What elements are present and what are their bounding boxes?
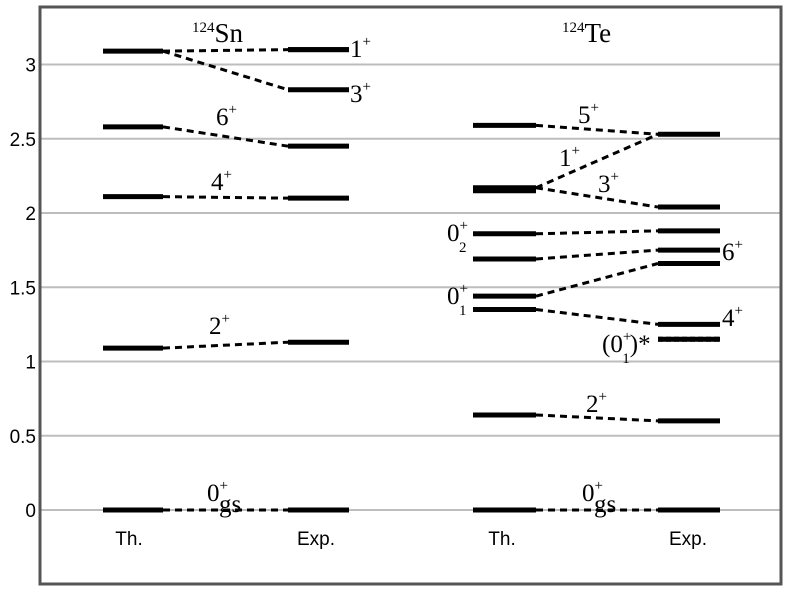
y-tick-label: 1 (25, 353, 36, 374)
transition-link (535, 413, 659, 423)
nucleus-titles: 124Sn 124Te (192, 18, 611, 48)
column-labels: Th. Exp. Th. Exp. (115, 529, 707, 550)
transition-link (535, 262, 659, 298)
level-label: 0+ 1 (447, 281, 468, 319)
level-label: 2+ (586, 389, 607, 418)
y-tick-label: 0 (25, 501, 36, 522)
level-label: 1+ (559, 143, 580, 172)
transition-link (162, 195, 289, 200)
level-label: 0+ 2 (447, 218, 468, 256)
column-label: Th. (488, 529, 515, 550)
transition-link (535, 308, 659, 326)
transition-link (535, 132, 659, 190)
transition-link (535, 123, 659, 136)
transition-link (162, 125, 289, 148)
transition-link (162, 49, 289, 92)
y-tick-label: 2 (25, 204, 36, 225)
level-label: 2+ (209, 311, 230, 340)
column-label: Exp. (669, 529, 707, 550)
level-label: 4+ (211, 167, 232, 196)
level-label: 3+ (350, 79, 371, 108)
level-label: (0+ 1)* (602, 329, 651, 367)
level-label: 6+ (722, 237, 743, 266)
column-label: Exp. (297, 529, 335, 550)
transition-link (535, 248, 659, 261)
plot-frame (38, 5, 783, 586)
transition-link (162, 48, 289, 53)
y-tick-label: 0.5 (10, 427, 36, 448)
grid-lines (41, 63, 780, 511)
energy-levels (103, 47, 720, 513)
y-tick-label: 2.5 (10, 130, 36, 151)
level-label: 6+ (216, 102, 237, 131)
transition-link (535, 186, 659, 209)
transition-link (162, 340, 289, 350)
y-tick-label: 3 (25, 56, 36, 77)
y-tick-label: 1.5 (10, 278, 36, 299)
y-axis-tick-labels: 0 0.5 1 1.5 2 2.5 3 (10, 56, 36, 523)
level-label: 0+ gs (207, 478, 241, 518)
transition-links (162, 48, 659, 512)
column-label: Th. (115, 529, 142, 550)
level-label: 5+ (578, 100, 599, 129)
level-labels: 0+ gs 2+ 4+ 6+ 3+ 1+ 0+ gs 2+ 4+ 0+ 1 6+ 0+ 2 3+ 1+ 5+ (0+ 1… (207, 34, 743, 518)
nucleus-title: 124Sn (192, 18, 244, 48)
transition-link (535, 229, 659, 236)
nucleus-title: 124Te (562, 18, 611, 48)
level-label: 4+ (722, 303, 743, 332)
level-label: 1+ (350, 34, 371, 63)
level-label: 0+ gs (582, 478, 616, 518)
level-label: 3+ (598, 169, 619, 198)
